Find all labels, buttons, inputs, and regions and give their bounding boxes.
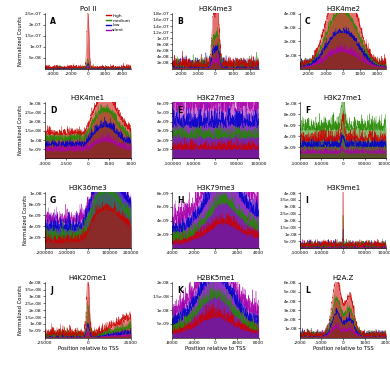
Text: C: C bbox=[305, 17, 311, 26]
Y-axis label: Normalized Counts: Normalized Counts bbox=[23, 195, 28, 245]
Y-axis label: Normalized Counts: Normalized Counts bbox=[18, 105, 23, 155]
Text: A: A bbox=[50, 17, 56, 26]
Title: H2BK5me1: H2BK5me1 bbox=[196, 274, 235, 281]
Title: H4K20me1: H4K20me1 bbox=[69, 274, 107, 281]
X-axis label: Position relative to TSS: Position relative to TSS bbox=[185, 346, 246, 351]
Title: H3K4me2: H3K4me2 bbox=[326, 6, 360, 12]
Text: E: E bbox=[177, 106, 183, 115]
X-axis label: Position relative to TSS: Position relative to TSS bbox=[313, 346, 373, 351]
Text: G: G bbox=[50, 196, 56, 205]
Y-axis label: Normalized Counts: Normalized Counts bbox=[18, 16, 23, 66]
Title: H3K4me3: H3K4me3 bbox=[199, 6, 232, 12]
Legend: high, medium, low, silent: high, medium, low, silent bbox=[106, 14, 130, 32]
Title: H3K36me3: H3K36me3 bbox=[69, 185, 107, 191]
Text: B: B bbox=[177, 17, 183, 26]
Y-axis label: Normalized Counts: Normalized Counts bbox=[18, 285, 23, 335]
Text: L: L bbox=[305, 285, 310, 295]
Text: I: I bbox=[305, 196, 308, 205]
Title: H3K27me3: H3K27me3 bbox=[196, 95, 235, 101]
Title: Pol II: Pol II bbox=[80, 6, 96, 12]
Title: H3K27me1: H3K27me1 bbox=[324, 95, 362, 101]
Text: J: J bbox=[50, 285, 53, 295]
Title: H2A.Z: H2A.Z bbox=[332, 274, 354, 281]
Text: D: D bbox=[50, 106, 57, 115]
Text: K: K bbox=[177, 285, 183, 295]
Text: H: H bbox=[177, 196, 184, 205]
Title: H3K9me1: H3K9me1 bbox=[326, 185, 360, 191]
Title: H3K79me3: H3K79me3 bbox=[196, 185, 235, 191]
X-axis label: Position relative to TSS: Position relative to TSS bbox=[58, 346, 118, 351]
Title: H3K4me1: H3K4me1 bbox=[71, 95, 105, 101]
Text: F: F bbox=[305, 106, 310, 115]
